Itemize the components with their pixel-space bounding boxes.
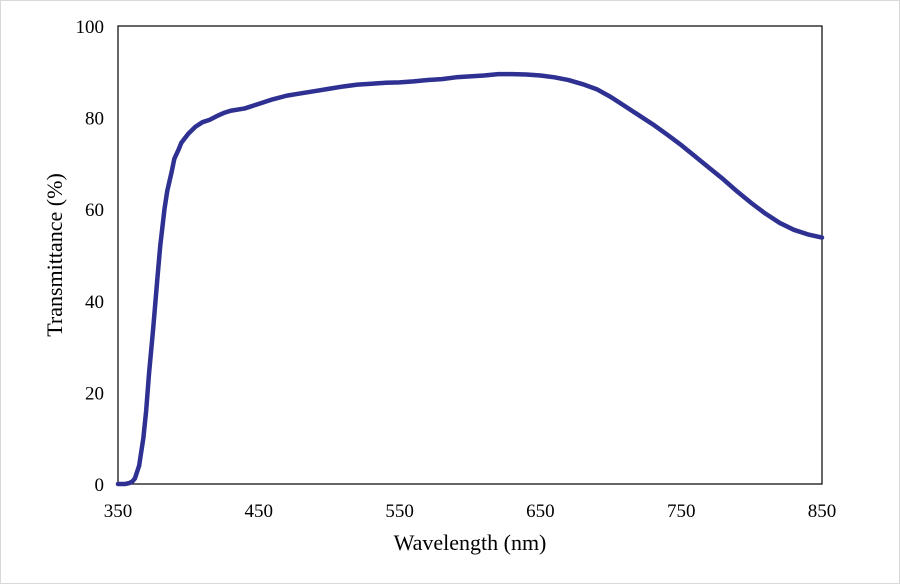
x-tick-label: 750 bbox=[667, 501, 696, 522]
y-tick-label: 0 bbox=[95, 475, 105, 496]
y-axis-title: Transmittance (%) bbox=[42, 173, 67, 337]
x-tick-label: 550 bbox=[385, 501, 414, 522]
x-tick-label: 650 bbox=[526, 501, 555, 522]
x-tick-label: 450 bbox=[245, 501, 274, 522]
plot-area bbox=[117, 25, 823, 485]
x-tick-label: 850 bbox=[808, 501, 837, 522]
y-tick-label: 60 bbox=[85, 200, 104, 221]
x-tick-labels: 350 450 550 650 750 850 bbox=[104, 501, 837, 522]
x-tick-label: 350 bbox=[104, 501, 133, 522]
y-tick-label: 100 bbox=[76, 17, 105, 38]
y-tick-label: 40 bbox=[85, 292, 104, 313]
y-tick-labels: 0 20 40 60 80 100 bbox=[76, 17, 105, 496]
transmittance-line bbox=[115, 71, 825, 487]
x-axis-title: Wavelength (nm) bbox=[394, 530, 547, 555]
y-tick-label: 80 bbox=[85, 109, 104, 130]
y-tick-label: 20 bbox=[85, 383, 104, 404]
